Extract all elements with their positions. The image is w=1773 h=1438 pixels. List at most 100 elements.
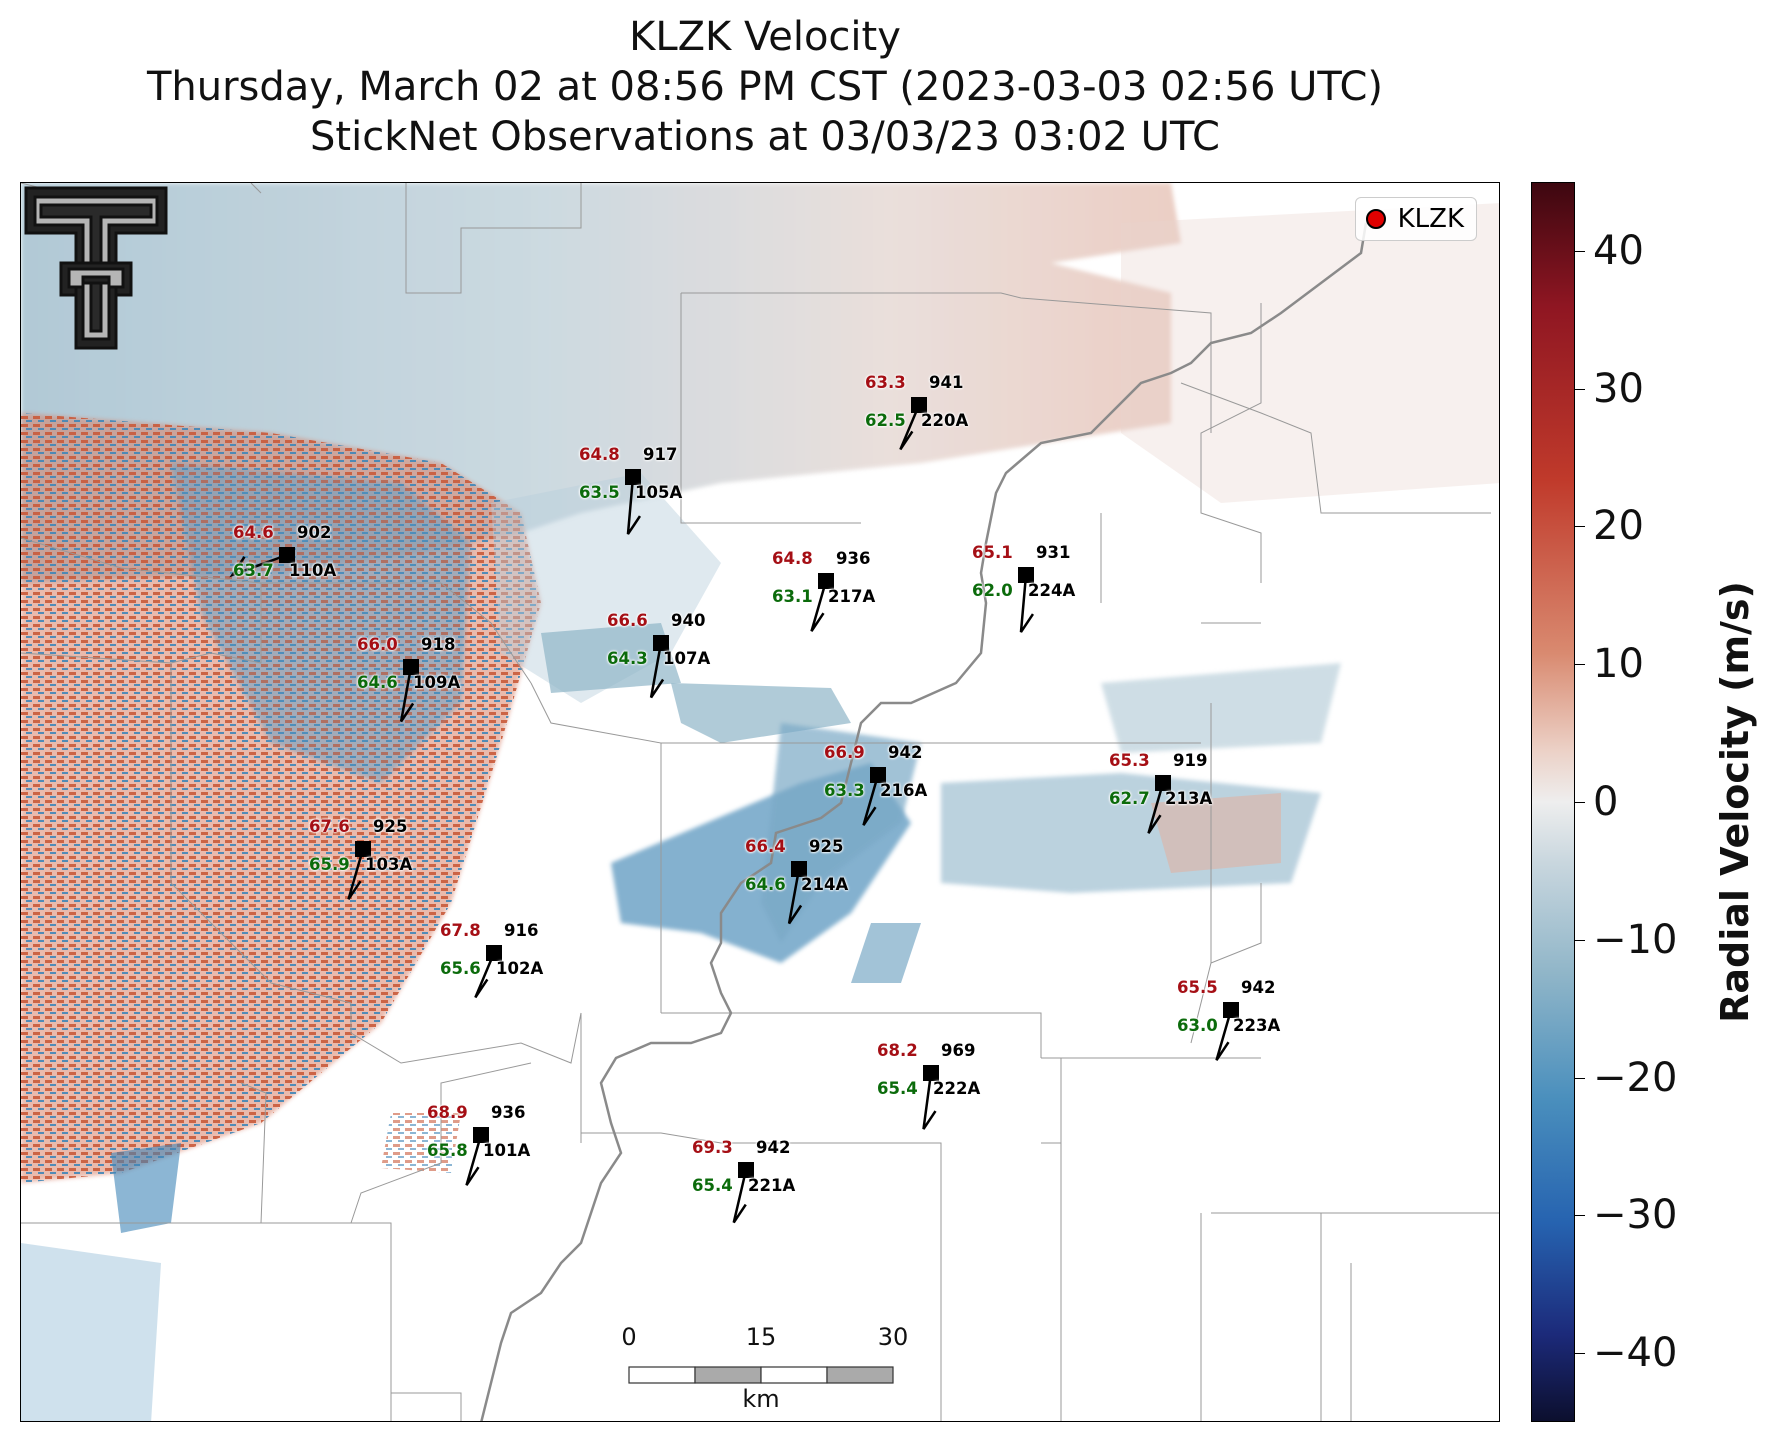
station-dewpoint: 64.6 (357, 673, 398, 692)
wind-barb (922, 1072, 937, 1130)
colorbar-tick-label: 20 (1593, 503, 1644, 550)
station-id: 213A (1165, 789, 1213, 808)
wind-barb (810, 580, 828, 632)
station-temperature: 68.9 (427, 1103, 468, 1122)
station-dewpoint: 65.8 (427, 1141, 468, 1160)
station-pressure: 941 (929, 373, 964, 392)
county-boundaries (21, 183, 1499, 1421)
station-dewpoint: 65.6 (440, 959, 481, 978)
scale-tick-30: 30 (877, 1323, 909, 1351)
station-temperature: 66.4 (745, 837, 786, 856)
wind-barbs (229, 397, 1239, 1224)
scale-tick-15: 15 (745, 1323, 777, 1351)
colorbar-tick-label: 10 (1593, 641, 1644, 688)
colorbar-tick-label: 40 (1593, 227, 1644, 274)
colorbar-tick-label: −30 (1593, 1192, 1678, 1239)
wind-barb (899, 404, 921, 451)
map-legend: KLZK (1354, 197, 1477, 241)
wind-barb (1215, 1009, 1233, 1061)
station-pressure: 969 (941, 1041, 976, 1060)
station-temperature: 66.9 (824, 743, 865, 762)
station-temperature: 68.2 (877, 1041, 918, 1060)
station-id: 220A (921, 411, 969, 430)
station-dewpoint: 63.0 (1177, 1016, 1218, 1035)
wind-barb (1147, 782, 1165, 834)
station-pressure: 917 (643, 445, 678, 464)
station-pressure: 940 (671, 611, 706, 630)
wind-barb (474, 952, 496, 999)
station-dewpoint: 63.5 (579, 483, 620, 502)
station-id: 217A (828, 587, 876, 606)
station-pressure: 942 (1241, 978, 1276, 997)
station-temperature: 64.6 (233, 523, 274, 542)
radar-site-marker-icon (1365, 209, 1386, 229)
station-dewpoint: 64.6 (745, 875, 786, 894)
colorbar-tick-mark (1575, 664, 1585, 666)
station-temperature: 65.3 (1109, 751, 1150, 770)
station-temperature: 64.8 (579, 445, 620, 464)
station-id: 103A (365, 855, 413, 874)
river-line (480, 222, 1368, 1421)
station-pressure: 919 (1173, 751, 1208, 770)
colorbar-tick-label: 0 (1593, 779, 1619, 825)
station-dewpoint: 62.0 (972, 581, 1013, 600)
station-dewpoint: 64.3 (607, 649, 648, 668)
colorbar-tick-mark (1575, 1215, 1585, 1217)
wind-barb (649, 642, 665, 699)
station-temperature: 64.8 (772, 549, 813, 568)
station-id: 102A (496, 959, 544, 978)
wind-barb (862, 774, 880, 826)
station-pressure: 936 (836, 549, 871, 568)
station-id: 110A (289, 561, 337, 580)
wind-barb (229, 553, 288, 578)
colorbar-tick-label: −40 (1593, 1330, 1678, 1377)
wind-barb (732, 1169, 748, 1224)
radar-map-canvas (21, 183, 1499, 1421)
map-subtitle-time: Thursday, March 02 at 08:56 PM CST (2023… (146, 64, 1384, 110)
station-dewpoint: 65.4 (692, 1176, 733, 1195)
station-id: 101A (483, 1141, 531, 1160)
station-pressure: 916 (504, 921, 539, 940)
station-pressure: 925 (809, 837, 844, 856)
station-temperature: 67.6 (309, 817, 350, 836)
station-pressure: 931 (1036, 543, 1071, 562)
station-id: 107A (663, 649, 711, 668)
colorbar-tick-label: −10 (1593, 916, 1678, 963)
station-pressure: 942 (888, 743, 923, 762)
map-subtitle-observations: StickNet Observations at 03/03/23 03:02 … (310, 114, 1220, 160)
wind-barb (626, 476, 642, 535)
station-pressure: 918 (421, 635, 456, 654)
colorbar-tick-label: 30 (1593, 365, 1644, 412)
station-pressure: 902 (297, 523, 332, 542)
wind-barb (787, 868, 803, 925)
station-id: 221A (748, 1176, 796, 1195)
colorbar-tick-mark (1575, 526, 1585, 528)
wind-barb (465, 1134, 483, 1186)
colorbar-tick-mark (1575, 802, 1585, 803)
station-id: 214A (801, 875, 849, 894)
station-id: 222A (933, 1079, 981, 1098)
station-id: 224A (1028, 581, 1076, 600)
map-title: KLZK Velocity (629, 14, 901, 60)
station-temperature: 65.5 (1177, 978, 1218, 997)
station-temperature: 65.1 (972, 543, 1013, 562)
scale-unit: km (742, 1385, 780, 1413)
station-dewpoint: 63.1 (772, 587, 813, 606)
wind-barb (1019, 574, 1035, 633)
wind-barb (399, 666, 415, 723)
station-pressure: 936 (491, 1103, 526, 1122)
station-temperature: 63.3 (865, 373, 906, 392)
station-dewpoint: 62.7 (1109, 789, 1150, 808)
station-temperature: 66.6 (607, 611, 648, 630)
wind-barb (347, 848, 365, 900)
radar-echoes (21, 183, 1499, 1421)
radar-velocity-map[interactable]: 0 15 30 km 63.3 941 62.5 220A 64.8 917 63.5 105… (20, 182, 1500, 1422)
station-id: 105A (635, 483, 683, 502)
station-pressure: 925 (373, 817, 408, 836)
colorbar-tick-mark (1575, 939, 1585, 941)
texas-tech-double-t-logo-icon (24, 186, 168, 350)
station-temperature: 67.8 (440, 921, 481, 940)
station-pressure: 942 (756, 1138, 791, 1157)
colorbar-label: Radial Velocity (m/s) (1713, 581, 1757, 1023)
station-dewpoint: 65.9 (309, 855, 350, 874)
